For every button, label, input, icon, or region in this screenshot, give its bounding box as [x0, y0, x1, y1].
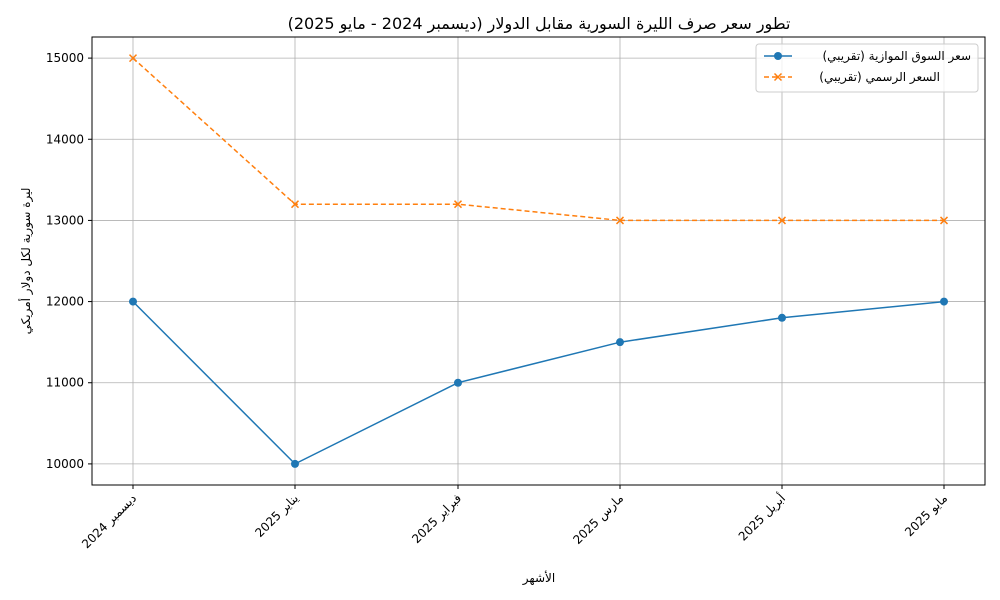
- legend-label-market: سعر السوق الموازية (تقريبي): [823, 49, 972, 64]
- data-point-1: [128, 54, 138, 63]
- legend-marker-official: [773, 72, 783, 82]
- data-point-1: [939, 216, 949, 225]
- x-tick-label: يناير 2025: [252, 491, 301, 540]
- x-tick-label: أبريل 2025: [735, 491, 789, 545]
- plot-frame: [91, 36, 986, 486]
- data-point-1: [615, 216, 625, 225]
- x-tick-label: مارس 2025: [570, 491, 626, 547]
- data-point-0: [129, 297, 137, 306]
- chart-title: تطور سعر صرف الليرة السورية مقابل الدولا…: [288, 14, 791, 34]
- legend-marker-market: [774, 52, 782, 60]
- grid-lines: [92, 37, 985, 485]
- y-tick-label: 14000: [46, 132, 84, 146]
- y-axis-ticks: 10000 11000 12000 13000 14000 15000: [46, 51, 92, 471]
- legend-box: [755, 43, 979, 93]
- x-axis-label: الأشهر: [522, 570, 555, 586]
- data-point-0: [940, 297, 948, 306]
- legend-label-official: السعر الرسمي (تقريبي): [819, 70, 940, 85]
- data-point-0: [454, 378, 462, 387]
- data-point-1: [777, 216, 787, 225]
- y-axis-label: ليرة سورية لكل دولار أمريكي: [18, 188, 34, 335]
- y-tick-label: 12000: [46, 295, 84, 309]
- series-line-1: [132, 57, 944, 222]
- x-axis-ticks: ديسمبر 2024 يناير 2025 فبراير 2025 مارس 202…: [79, 485, 951, 552]
- series-layer: [128, 54, 949, 468]
- data-point-1: [290, 200, 300, 209]
- x-tick-label: ديسمبر 2024: [79, 491, 140, 552]
- data-point-0: [778, 313, 786, 322]
- x-tick-label: فبراير 2025: [409, 491, 465, 547]
- series-line-0: [132, 300, 945, 465]
- data-point-0: [616, 338, 624, 347]
- y-tick-label: 10000: [46, 457, 84, 471]
- x-tick-label: مايو 2025: [902, 491, 951, 540]
- y-tick-label: 11000: [46, 376, 84, 390]
- data-point-1: [453, 200, 463, 209]
- legend: سعر السوق الموازية (تقريبي) السعر الرسمي…: [755, 43, 979, 93]
- data-point-0: [291, 459, 299, 468]
- y-tick-label: 15000: [46, 51, 84, 65]
- y-tick-label: 13000: [46, 213, 84, 227]
